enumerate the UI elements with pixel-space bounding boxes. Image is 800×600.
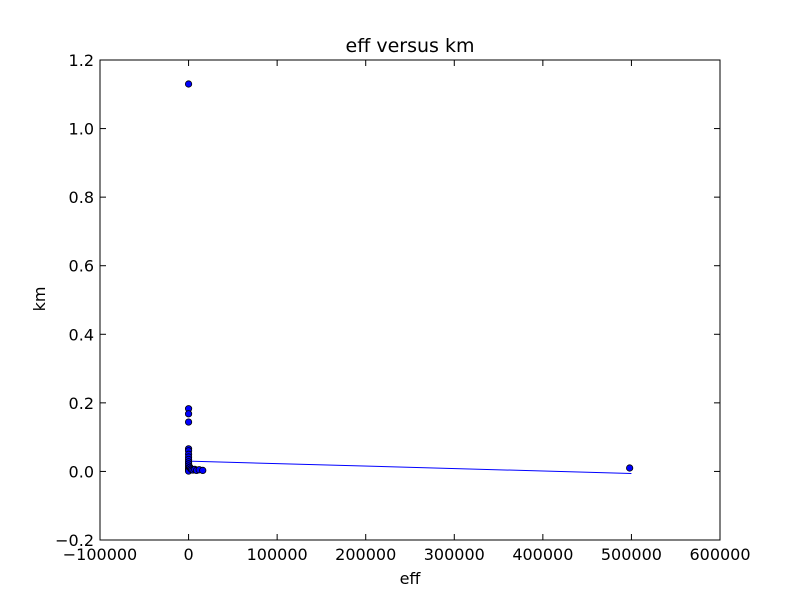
y-tick-label: 0.2	[69, 394, 94, 413]
plot-frame	[99, 59, 721, 541]
x-tick-label: 0	[183, 545, 193, 564]
y-axis-label: km	[30, 287, 49, 312]
x-tick-label: 500000	[601, 545, 662, 564]
y-tick-label: 0.6	[69, 257, 94, 276]
x-tick-label: 200000	[335, 545, 396, 564]
scatter-point	[626, 464, 634, 472]
scatter-point	[184, 418, 193, 426]
y-tick-label: −0.2	[55, 531, 94, 550]
fit-line	[188, 460, 632, 474]
scatter-point	[199, 466, 207, 474]
x-tick-label: 400000	[512, 545, 573, 564]
x-tick-label: 300000	[424, 545, 485, 564]
y-tick-label: 1.2	[69, 51, 94, 70]
scatter-point	[184, 80, 193, 88]
y-tick-label: 0.0	[69, 462, 94, 481]
x-tick-label: 100000	[247, 545, 308, 564]
chart-title: eff versus km	[346, 35, 475, 57]
y-tick-label: 1.0	[69, 120, 94, 139]
y-tick-label: 0.8	[69, 188, 94, 207]
x-tick-label: −100000	[63, 545, 137, 564]
scatter-point	[184, 410, 193, 418]
y-tick-label: 0.4	[69, 325, 94, 344]
x-tick-label: 600000	[689, 545, 750, 564]
x-axis-label: eff	[400, 569, 422, 588]
plot-area: −100000 0 100000 200000 300000 400000 500000 60…	[55, 51, 750, 564]
